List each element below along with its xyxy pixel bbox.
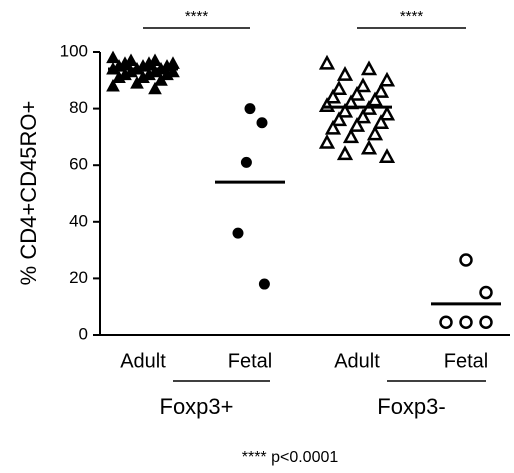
data-point <box>154 73 168 86</box>
data-point <box>336 102 354 118</box>
y-axis-label: % CD4+CD45RO+ <box>16 101 41 286</box>
data-point <box>366 125 384 141</box>
data-point <box>360 139 378 155</box>
data-point <box>348 116 366 132</box>
data-point <box>348 85 366 101</box>
data-point <box>318 133 336 149</box>
data-point <box>459 253 473 267</box>
x-tick-label: Fetal <box>444 350 488 372</box>
x-tick-label: Fetal <box>228 350 272 372</box>
y-tick-label: 60 <box>69 155 88 174</box>
data-point <box>130 76 144 89</box>
data-point <box>106 50 120 64</box>
data-point <box>258 278 270 290</box>
data-point <box>148 81 162 95</box>
y-tick-label: 80 <box>69 98 88 117</box>
data-point <box>160 67 174 81</box>
group-label: Foxp3+ <box>160 394 234 419</box>
data-point <box>318 54 336 70</box>
data-point <box>372 83 390 98</box>
y-tick-label: 100 <box>60 41 88 60</box>
data-point <box>459 315 473 330</box>
data-point <box>324 119 342 135</box>
data-point <box>330 111 348 127</box>
y-tick-label: 20 <box>69 268 88 287</box>
data-point <box>342 128 360 144</box>
data-point <box>378 71 396 87</box>
significance-label: **** <box>185 8 209 25</box>
group-label: Foxp3- <box>377 394 445 419</box>
data-point <box>244 103 256 115</box>
data-point <box>360 60 378 76</box>
data-point <box>336 66 354 81</box>
data-point <box>354 77 372 93</box>
data-point <box>378 105 396 121</box>
x-tick-label: Adult <box>334 350 380 372</box>
data-point <box>112 70 126 83</box>
data-point <box>354 108 372 124</box>
data-point <box>479 315 493 330</box>
footnote: **** p<0.0001 <box>242 449 339 466</box>
data-point <box>106 78 120 92</box>
x-tick-label: Adult <box>120 350 166 372</box>
y-tick-label: 40 <box>69 211 88 230</box>
significance-label: **** <box>400 8 424 25</box>
data-point <box>479 285 493 300</box>
data-point <box>256 117 268 129</box>
data-point <box>232 227 244 239</box>
data-point <box>240 156 252 168</box>
data-point <box>330 80 348 96</box>
data-point <box>136 70 150 83</box>
data-point <box>336 145 354 161</box>
data-point <box>378 148 396 163</box>
data-point <box>372 114 390 129</box>
y-tick-label: 0 <box>79 324 88 343</box>
data-point <box>439 315 453 330</box>
data-point <box>324 88 342 104</box>
data-point <box>366 91 384 107</box>
